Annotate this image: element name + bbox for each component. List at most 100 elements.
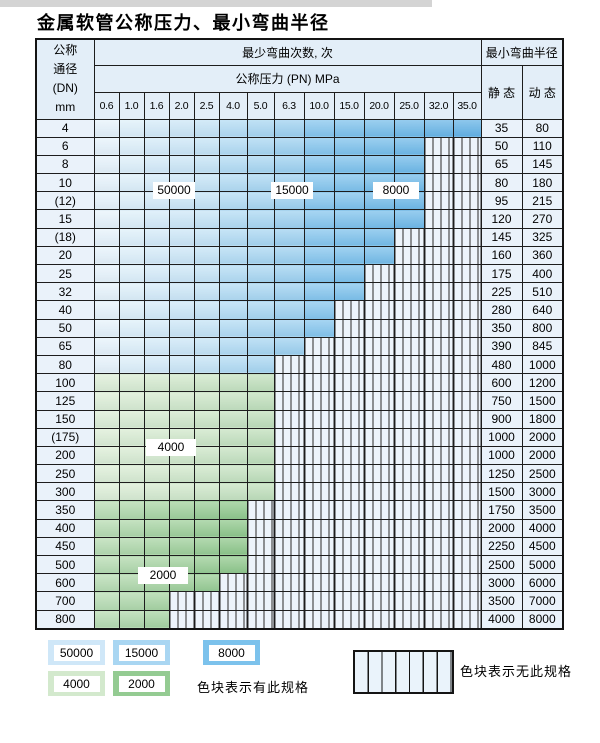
- spec-cell: [218, 554, 248, 575]
- spec-cell: [273, 209, 305, 229]
- spec-cell: [93, 482, 120, 502]
- static-value-cell: 750: [480, 391, 523, 411]
- spec-cell: [333, 209, 365, 229]
- spec-cell: [273, 245, 305, 266]
- spec-cell: [193, 318, 220, 338]
- no-spec-cell: [423, 227, 454, 247]
- dynamic-value-cell: 400: [521, 263, 564, 284]
- dynamic-value-cell: 3500: [521, 500, 564, 520]
- zone-label: 8000: [373, 182, 419, 199]
- spec-cell: [168, 227, 195, 247]
- legend-swatch-15000: 15000: [113, 640, 170, 665]
- static-value-cell: 600: [480, 373, 523, 393]
- spec-cell: [168, 373, 195, 393]
- legend-swatch-label: 8000: [208, 644, 255, 661]
- spec-cell: [118, 427, 145, 447]
- legend-swatch-2000: 2000: [113, 671, 170, 696]
- no-spec-cell: [452, 300, 482, 320]
- spec-cell: [246, 245, 275, 266]
- no-spec-cell: [303, 536, 335, 557]
- dn-cell: (12): [35, 191, 95, 211]
- no-spec-cell: [333, 482, 365, 502]
- pressure-tick: 4.0: [218, 91, 248, 120]
- pressure-tick: 2.5: [193, 91, 220, 120]
- no-spec-cell: [363, 591, 395, 611]
- spec-cell: [273, 263, 305, 284]
- spec-cell: [118, 500, 145, 520]
- table-row: 80 480 1000: [35, 354, 564, 375]
- spec-cell: [118, 409, 145, 429]
- no-spec-cell: [363, 609, 395, 630]
- spec-cell: [118, 245, 145, 266]
- table-row: 350 1750 3500: [35, 500, 564, 520]
- no-spec-cell: [273, 500, 305, 520]
- no-spec-cell: [273, 591, 305, 611]
- no-spec-cell: [452, 354, 482, 375]
- spec-cell: [193, 136, 220, 156]
- no-spec-cell: [393, 409, 425, 429]
- no-spec-cell: [423, 482, 454, 502]
- spec-cell: [93, 609, 120, 630]
- no-spec-cell: [452, 591, 482, 611]
- no-spec-cell: [452, 391, 482, 411]
- no-spec-cell: [452, 209, 482, 229]
- legend-swatch-4000: 4000: [48, 671, 105, 696]
- table-row: (18) 145 325: [35, 227, 564, 247]
- dn-cell: 300: [35, 482, 95, 502]
- no-spec-cell: [393, 282, 425, 302]
- static-column-header: 静 态: [480, 64, 523, 120]
- no-spec-cell: [333, 609, 365, 630]
- spec-cell: [218, 409, 248, 429]
- spec-cell: [218, 282, 248, 302]
- no-spec-cell: [273, 391, 305, 411]
- no-spec-cell: [303, 427, 335, 447]
- spec-cell: [193, 282, 220, 302]
- no-spec-cell: [333, 391, 365, 411]
- no-spec-cell: [333, 591, 365, 611]
- no-spec-cell: [246, 609, 275, 630]
- dn-cell: 4: [35, 118, 95, 138]
- nominal-pressure-header: 公称压力 (PN) MPa: [93, 64, 482, 93]
- no-spec-cell: [423, 173, 454, 193]
- pressure-tick: 25.0: [393, 91, 425, 120]
- no-spec-cell: [363, 263, 395, 284]
- table-row: 200 1000 2000: [35, 445, 564, 466]
- spec-cell: [333, 282, 365, 302]
- static-value-cell: 80: [480, 173, 523, 193]
- no-spec-cell: [333, 500, 365, 520]
- no-spec-cell: [303, 354, 335, 375]
- dynamic-value-cell: 2500: [521, 464, 564, 484]
- spec-cell: [333, 263, 365, 284]
- no-spec-cell: [423, 500, 454, 520]
- no-spec-cell: [273, 354, 305, 375]
- spec-cell: [93, 136, 120, 156]
- spec-cell: [333, 118, 365, 138]
- spec-cell: [168, 536, 195, 557]
- spec-cell: [423, 118, 454, 138]
- dynamic-value-cell: 80: [521, 118, 564, 138]
- dn-cell: 450: [35, 536, 95, 557]
- dynamic-value-cell: 510: [521, 282, 564, 302]
- legend-swatch-label: 2000: [118, 675, 165, 692]
- dynamic-value-cell: 845: [521, 336, 564, 356]
- table-row: 300 1500 3000: [35, 482, 564, 502]
- static-value-cell: 4000: [480, 609, 523, 630]
- no-spec-cell: [333, 336, 365, 356]
- no-spec-cell: [333, 536, 365, 557]
- spec-cell: [218, 136, 248, 156]
- spec-cell: [118, 173, 145, 193]
- spec-cell: [193, 245, 220, 266]
- zone-label: 15000: [271, 182, 313, 199]
- spec-table-wrap: 公称 通径 (DN) mm 最少弯曲次数, 次 最小弯曲半径 公称压力 (PN)…: [35, 38, 565, 630]
- no-spec-cell: [423, 445, 454, 466]
- spec-cell: [246, 118, 275, 138]
- spec-cell: [168, 118, 195, 138]
- no-spec-cell: [333, 300, 365, 320]
- no-spec-cell: [452, 227, 482, 247]
- no-spec-cell: [423, 154, 454, 175]
- spec-cell: [118, 482, 145, 502]
- table-row: 800 4000 8000: [35, 609, 564, 630]
- static-value-cell: 1000: [480, 445, 523, 466]
- pressure-tick: 0.6: [93, 91, 120, 120]
